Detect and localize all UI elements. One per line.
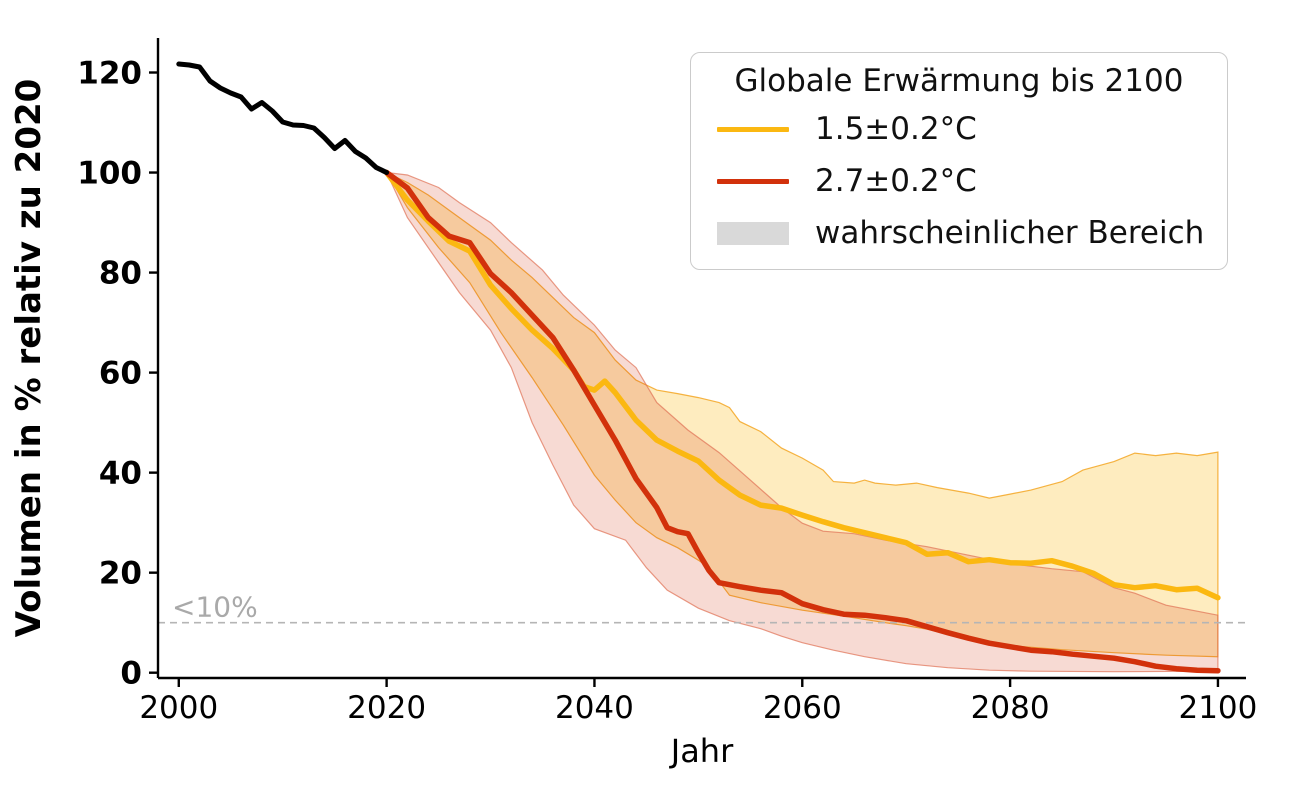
legend-entry-likely-range: wahrscheinlicher Bereich xyxy=(691,207,1227,259)
y-tick-label: 0 xyxy=(120,656,142,692)
x-tick-label: 2020 xyxy=(347,690,426,726)
legend-label-2.7C: 2.7±0.2°C xyxy=(815,163,977,199)
legend-box: Globale Erwärmung bis 2100 1.5±0.2°C 2.7… xyxy=(690,52,1228,270)
legend-label-1.5C: 1.5±0.2°C xyxy=(815,111,977,147)
band-bereich-1.5C xyxy=(385,171,1219,658)
series-line-szenario-1.5C xyxy=(383,169,1221,601)
y-tick-label: 120 xyxy=(77,56,142,92)
x-axis-label: Jahr xyxy=(669,732,734,770)
y-tick-label: 20 xyxy=(99,556,142,592)
y-tick-label: 60 xyxy=(99,356,142,392)
legend-label-likely-range: wahrscheinlicher Bereich xyxy=(815,215,1205,251)
y-tick-label: 100 xyxy=(77,156,142,192)
x-tick-label: 2000 xyxy=(139,690,218,726)
x-tick-label: 2040 xyxy=(555,690,634,726)
band-bereich-2.7C xyxy=(385,171,1219,673)
series-line-beobachtet-historisch xyxy=(176,61,390,175)
y-tick-label: 40 xyxy=(99,456,142,492)
legend-line-swatch-1.5C-icon xyxy=(717,126,789,132)
y-tick-label: 80 xyxy=(99,256,142,292)
y-axis-label: Volumen in % relativ zu 2020 xyxy=(9,79,49,638)
legend-title: Globale Erwärmung bis 2100 xyxy=(734,63,1184,99)
x-tick-label: 2100 xyxy=(1178,690,1257,726)
legend-line-swatch-2.7C-icon xyxy=(717,178,789,184)
legend-entry-1.5C: 1.5±0.2°C xyxy=(691,103,1227,155)
x-tick-label: 2080 xyxy=(971,690,1050,726)
series-line-szenario-2.7C xyxy=(383,169,1221,674)
threshold-label: <10% xyxy=(172,591,258,624)
x-tick-label: 2060 xyxy=(763,690,842,726)
legend-patch-swatch-icon xyxy=(717,221,789,245)
legend-entry-2.7C: 2.7±0.2°C xyxy=(691,155,1227,207)
